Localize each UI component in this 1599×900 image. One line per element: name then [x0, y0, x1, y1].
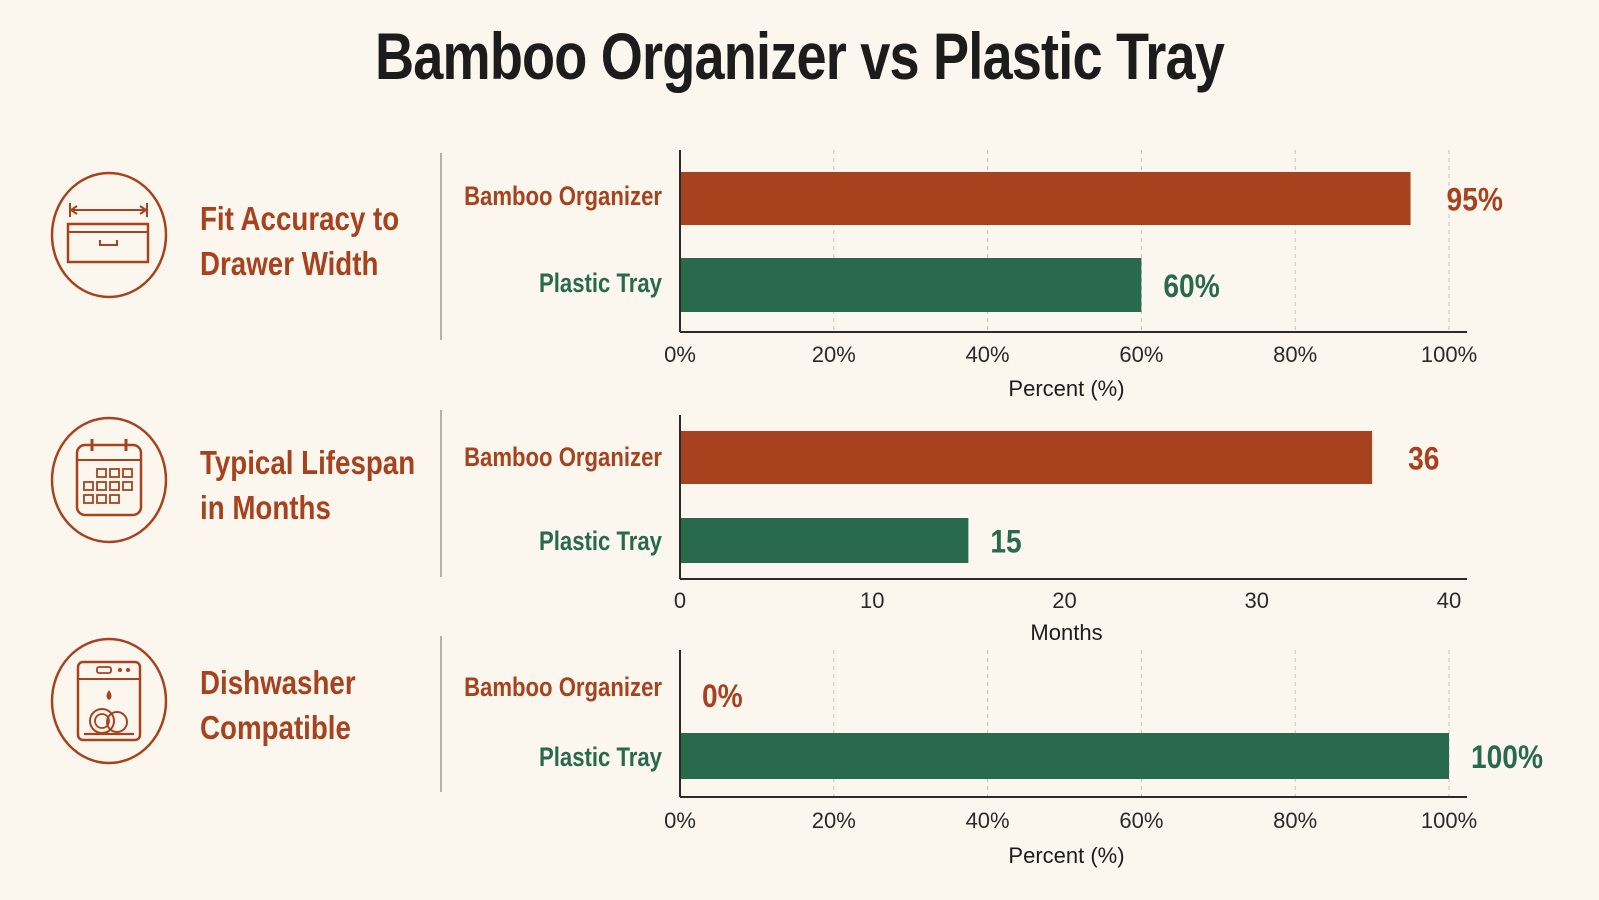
- panel-label-dishwasher: Dishwasher Compatible: [200, 660, 402, 750]
- tick-label: 0: [674, 588, 686, 613]
- tick-label: 40%: [966, 342, 1010, 367]
- panel-label-line: Dishwasher: [200, 664, 356, 701]
- category-label: Plastic Tray: [539, 269, 662, 299]
- bar-value-label: 0%: [702, 679, 743, 714]
- tick-label: 20: [1052, 588, 1076, 613]
- category-label: Plastic Tray: [539, 527, 662, 557]
- x-axis-label: Percent (%): [1008, 843, 1124, 868]
- bar: [680, 733, 1449, 779]
- bar: [680, 518, 969, 563]
- panel-label-line: Typical Lifespan: [200, 444, 416, 481]
- tick-label: 10: [860, 588, 884, 613]
- category-label: Bamboo Organizer: [464, 443, 662, 473]
- panel-label-line: Compatible: [200, 709, 351, 746]
- tick-label: 30: [1245, 588, 1269, 613]
- tick-label: 100%: [1421, 342, 1477, 367]
- tick-label: 60%: [1119, 808, 1163, 833]
- panel-divider: [440, 153, 442, 340]
- tick-label: 40: [1437, 588, 1461, 613]
- panel-label-fit-accuracy: Fit Accuracy to Drawer Width: [200, 196, 402, 286]
- bar-value-label: 100%: [1471, 740, 1543, 775]
- bar-value-label: 95%: [1447, 183, 1503, 218]
- category-label: Bamboo Organizer: [464, 182, 662, 212]
- calendar-icon: [50, 415, 168, 545]
- x-axis-label: Percent (%): [1008, 376, 1124, 401]
- panel-label-line: Fit Accuracy to: [200, 200, 400, 237]
- category-label: Plastic Tray: [539, 743, 662, 773]
- panel-divider: [440, 636, 442, 792]
- tick-label: 20%: [812, 342, 856, 367]
- bar: [680, 431, 1373, 484]
- category-label: Bamboo Organizer: [464, 673, 662, 703]
- panel-divider: [440, 410, 442, 577]
- bar-value-label: 15: [990, 525, 1021, 560]
- dishwasher-icon: [50, 636, 168, 766]
- tick-label: 0%: [664, 342, 696, 367]
- panel-label-lifespan: Typical Lifespan in Months: [200, 440, 416, 530]
- tick-label: 60%: [1119, 342, 1163, 367]
- tick-label: 100%: [1421, 808, 1477, 833]
- tick-label: 20%: [812, 808, 856, 833]
- tick-label: 40%: [966, 808, 1010, 833]
- tick-label: 80%: [1273, 342, 1317, 367]
- tick-label: 80%: [1273, 808, 1317, 833]
- bar-value-label: 60%: [1163, 269, 1219, 304]
- bar: [680, 258, 1142, 312]
- bar: [680, 172, 1411, 225]
- panel-label-line: in Months: [200, 489, 331, 526]
- x-axis-label: Months: [1030, 620, 1102, 645]
- panel-label-line: Drawer Width: [200, 245, 379, 282]
- bar-value-label: 36: [1408, 442, 1439, 477]
- tick-label: 0%: [664, 808, 696, 833]
- drawer-width-icon: [50, 170, 168, 300]
- page-title: Bamboo Organizer vs Plastic Tray: [374, 19, 1225, 93]
